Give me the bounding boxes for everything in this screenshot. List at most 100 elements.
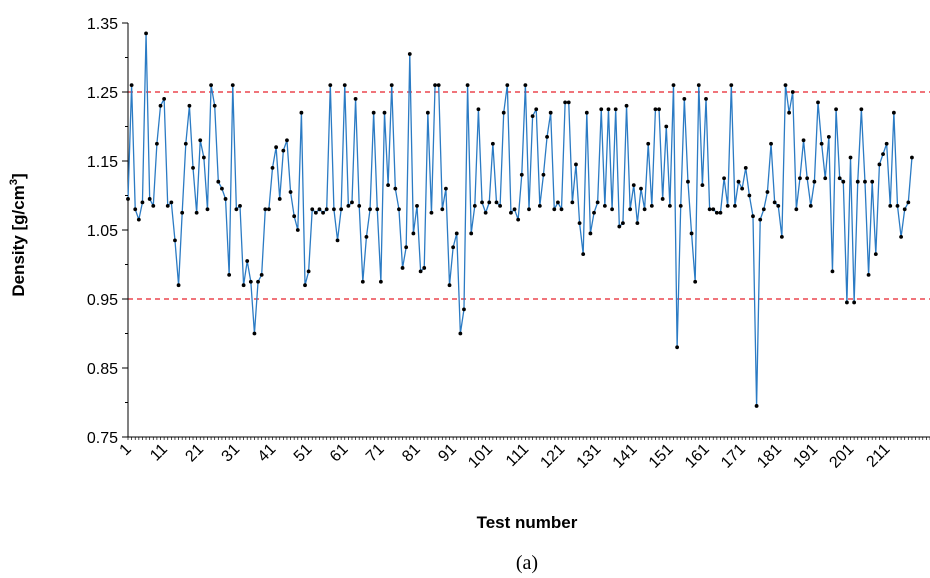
data-point <box>191 166 195 170</box>
data-point <box>816 100 820 105</box>
data-point <box>509 210 513 215</box>
data-point <box>512 207 517 212</box>
data-point <box>277 197 282 201</box>
data-point <box>415 203 419 208</box>
x-tick-label: 71 <box>363 441 388 466</box>
data-point <box>357 203 362 208</box>
y-tick-label: 1.15 <box>87 154 118 171</box>
data-point <box>490 141 495 146</box>
data-point <box>541 172 546 177</box>
data-point <box>628 207 633 212</box>
data-point <box>866 272 871 277</box>
x-tick-label: 171 <box>718 441 749 472</box>
data-point <box>328 83 333 87</box>
data-point <box>779 235 784 239</box>
data-point <box>848 155 853 160</box>
data-point <box>881 152 885 157</box>
x-tick-label: 161 <box>682 441 713 472</box>
data-point <box>577 221 582 226</box>
y-tick-label: 1.05 <box>87 223 118 240</box>
data-point <box>664 124 669 129</box>
data-point <box>696 83 701 87</box>
data-point <box>516 217 521 222</box>
data-point <box>527 207 531 212</box>
data-point <box>530 114 535 119</box>
data-point <box>440 207 445 212</box>
data-point <box>574 162 578 167</box>
data-point <box>313 210 318 215</box>
data-point <box>321 210 325 215</box>
data-point <box>877 162 882 167</box>
data-point <box>155 141 159 146</box>
data-point <box>173 238 177 243</box>
data-point <box>292 214 297 219</box>
data-point <box>783 83 788 87</box>
data-point <box>433 83 437 87</box>
data-point <box>787 110 792 115</box>
y-tick-label: 1.35 <box>87 16 118 33</box>
data-point <box>386 183 391 188</box>
data-point <box>888 203 893 208</box>
data-point <box>245 259 250 263</box>
data-point <box>404 245 409 250</box>
y-axis-title: Density [g/cm3] <box>8 173 28 296</box>
data-point <box>631 183 636 188</box>
y-tick-label: 1.25 <box>87 85 118 102</box>
data-point <box>707 207 712 212</box>
data-point <box>389 83 394 87</box>
data-point <box>794 207 799 212</box>
data-point <box>230 83 235 87</box>
x-tick-label: 131 <box>574 441 605 472</box>
data-point <box>223 197 228 201</box>
x-tick-label: 121 <box>537 441 568 472</box>
data-point <box>335 238 340 243</box>
data-point <box>393 186 398 191</box>
data-point <box>371 110 376 115</box>
data-point <box>303 283 307 288</box>
data-point <box>299 110 304 115</box>
data-point <box>722 176 726 181</box>
data-point <box>863 179 867 184</box>
data-point <box>422 266 427 270</box>
data-point <box>295 228 300 232</box>
data-point <box>212 103 217 108</box>
data-point <box>584 110 589 115</box>
data-point <box>678 203 683 208</box>
data-point <box>368 207 372 212</box>
data-point <box>274 145 279 150</box>
data-point <box>682 97 687 101</box>
x-tick-label: 181 <box>754 441 785 472</box>
data-point <box>725 203 730 208</box>
data-point <box>436 83 441 87</box>
data-point <box>906 200 911 205</box>
data-point <box>552 207 557 212</box>
data-point <box>736 179 741 184</box>
data-point <box>801 138 806 143</box>
data-point <box>570 200 575 205</box>
data-point <box>353 97 358 101</box>
data-point <box>855 179 860 184</box>
data-point <box>378 279 383 284</box>
data-point <box>201 155 206 160</box>
data-point <box>689 231 694 236</box>
data-point <box>465 83 470 87</box>
data-point <box>646 141 651 146</box>
data-point <box>472 203 477 208</box>
data-point <box>595 200 600 205</box>
data-point <box>198 138 203 143</box>
data-point <box>790 90 795 94</box>
data-point <box>754 404 759 408</box>
series-layer <box>126 31 914 408</box>
x-tick-label: 91 <box>435 441 460 466</box>
data-point <box>151 203 156 208</box>
data-point <box>451 245 456 250</box>
data-point <box>332 207 336 212</box>
data-point <box>241 283 246 288</box>
data-point <box>411 231 416 236</box>
data-point <box>487 200 492 205</box>
data-point <box>483 210 488 215</box>
x-tick-label: 1 <box>117 441 135 459</box>
data-point <box>671 83 676 87</box>
data-point <box>248 279 253 284</box>
